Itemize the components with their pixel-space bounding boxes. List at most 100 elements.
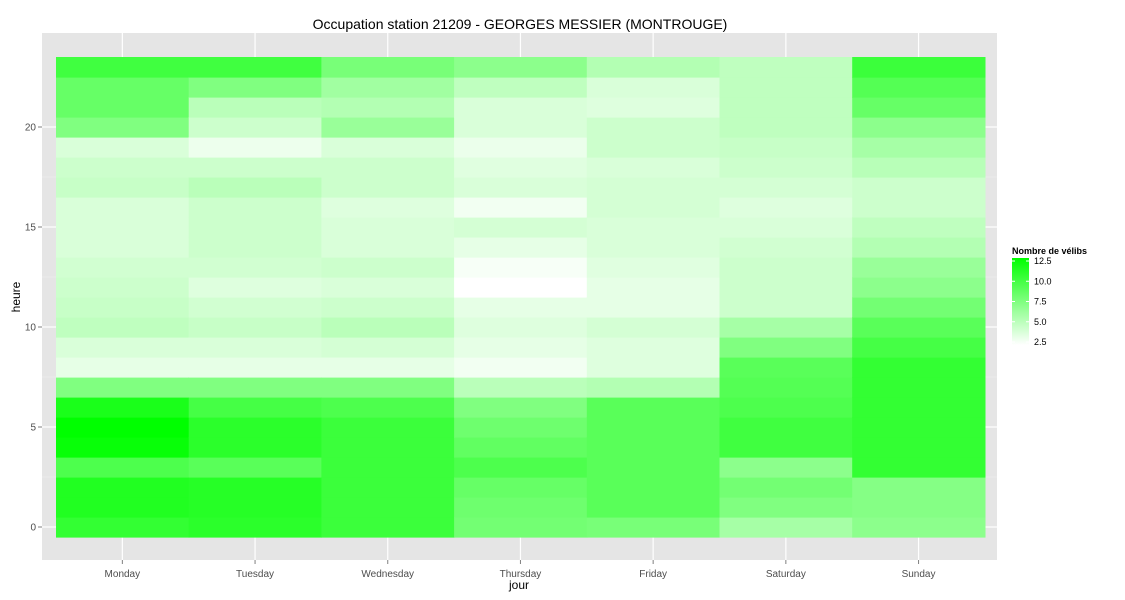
y-axis-ticks: 0 5 10 15 20 [25,123,42,534]
y-tick-label: 15 [25,223,37,234]
heatmap-cell-sunday-12 [852,277,986,298]
heatmap-cell-monday-12 [56,277,190,298]
heatmap-cell-monday-0 [56,517,190,538]
heatmap-cell-tuesday-14 [188,237,322,258]
heatmap-cell-saturday-13 [719,257,853,278]
heatmap-cell-monday-22 [56,77,190,98]
heatmap-cell-monday-14 [56,237,190,258]
heatmap-cell-saturday-10 [719,317,853,338]
heatmap-cell-tuesday-17 [188,177,322,198]
heatmap-cell-thursday-4 [454,437,588,458]
heatmap-cell-saturday-2 [719,477,853,498]
heatmap-cell-monday-23 [56,57,190,78]
legend-tick-label: 12.5 [1034,256,1052,266]
heatmap-cell-monday-9 [56,337,190,358]
heatmap-cell-wednesday-23 [321,57,455,78]
heatmap-cell-friday-20 [586,117,721,138]
legend: Nombre de vélibs 12.5 10.0 7.5 5.0 2.5 [1012,246,1087,347]
heatmap-cell-tuesday-20 [188,117,322,138]
heatmap-cell-friday-9 [586,337,721,358]
heatmap-cell-sunday-10 [852,317,986,338]
heatmap-cell-tuesday-12 [188,277,322,298]
heatmap-cell-sunday-14 [852,237,986,258]
heatmap-cell-saturday-5 [719,417,853,438]
heatmap-cell-thursday-3 [454,457,588,478]
heatmap-cell-tuesday-22 [188,77,322,98]
heatmap-cell-tuesday-19 [188,137,322,158]
heatmap-cell-wednesday-21 [321,97,455,118]
heatmap-cell-saturday-14 [719,237,853,258]
heatmap-cell-monday-1 [56,497,190,518]
heatmap-cell-friday-12 [586,277,721,298]
heatmap-cell-monday-6 [56,397,190,418]
heatmap-cell-wednesday-16 [321,197,455,218]
heatmap-cell-wednesday-9 [321,337,455,358]
legend-tick-label: 2.5 [1034,337,1047,347]
heatmap-cell-wednesday-4 [321,437,455,458]
heatmap-cell-friday-15 [586,217,721,238]
heatmap-cell-tuesday-13 [188,257,322,278]
heatmap-cell-thursday-15 [454,217,588,238]
heatmap-cell-thursday-18 [454,157,588,178]
chart-title: Occupation station 21209 - GEORGES MESSI… [313,16,728,32]
x-tick-label: Saturday [766,569,806,580]
heatmap-cell-monday-2 [56,477,190,498]
heatmap-cell-thursday-21 [454,97,588,118]
x-tick-label: Tuesday [236,569,274,580]
heatmap-cell-friday-5 [586,417,721,438]
heatmap-cell-saturday-18 [719,157,853,178]
heatmap-cell-thursday-5 [454,417,588,438]
heatmap-cell-saturday-12 [719,277,853,298]
legend-ticks: 12.5 10.0 7.5 5.0 2.5 [1012,256,1052,347]
heatmap-cell-sunday-6 [852,397,986,418]
legend-tick-label: 5.0 [1034,317,1047,327]
heatmap-cell-thursday-0 [454,517,588,538]
heatmap-cell-sunday-0 [852,517,986,538]
heatmap-cell-sunday-7 [852,377,986,398]
heatmap-cell-tuesday-0 [188,517,322,538]
heatmap-cell-wednesday-2 [321,477,455,498]
heatmap-tiles [56,57,986,538]
heatmap-cell-tuesday-18 [188,157,322,178]
heatmap-cell-sunday-1 [852,497,986,518]
heatmap-cell-saturday-8 [719,357,853,378]
heatmap-cell-friday-23 [586,57,721,78]
heatmap-cell-sunday-3 [852,457,986,478]
heatmap-cell-saturday-19 [719,137,853,158]
heatmap-cell-sunday-13 [852,257,986,278]
heatmap-cell-sunday-15 [852,217,986,238]
heatmap-cell-wednesday-14 [321,237,455,258]
heatmap-cell-thursday-9 [454,337,588,358]
heatmap-cell-sunday-20 [852,117,986,138]
heatmap-cell-wednesday-19 [321,137,455,158]
heatmap-cell-monday-20 [56,117,190,138]
heatmap-cell-thursday-10 [454,317,588,338]
y-axis-title: heure [9,281,23,312]
heatmap-cell-saturday-22 [719,77,853,98]
heatmap-cell-sunday-11 [852,297,986,318]
heatmap-cell-sunday-19 [852,137,986,158]
heatmap-cell-saturday-1 [719,497,853,518]
heatmap-cell-thursday-7 [454,377,588,398]
heatmap-cell-monday-10 [56,317,190,338]
heatmap-cell-friday-7 [586,377,721,398]
heatmap-cell-thursday-17 [454,177,588,198]
heatmap-cell-monday-7 [56,377,190,398]
heatmap-cell-saturday-4 [719,437,853,458]
heatmap-cell-tuesday-3 [188,457,322,478]
heatmap-cell-saturday-23 [719,57,853,78]
x-axis-title: jour [508,578,529,592]
heatmap-cell-friday-19 [586,137,721,158]
heatmap-cell-sunday-22 [852,77,986,98]
heatmap-cell-friday-8 [586,357,721,378]
heatmap-cell-saturday-16 [719,197,853,218]
heatmap-cell-saturday-7 [719,377,853,398]
heatmap-cell-wednesday-11 [321,297,455,318]
heatmap-cell-thursday-13 [454,257,588,278]
heatmap-cell-friday-10 [586,317,721,338]
heatmap-cell-tuesday-23 [188,57,322,78]
heatmap-cell-thursday-20 [454,117,588,138]
heatmap-cell-tuesday-21 [188,97,322,118]
heatmap-cell-wednesday-17 [321,177,455,198]
legend-title: Nombre de vélibs [1012,246,1087,256]
